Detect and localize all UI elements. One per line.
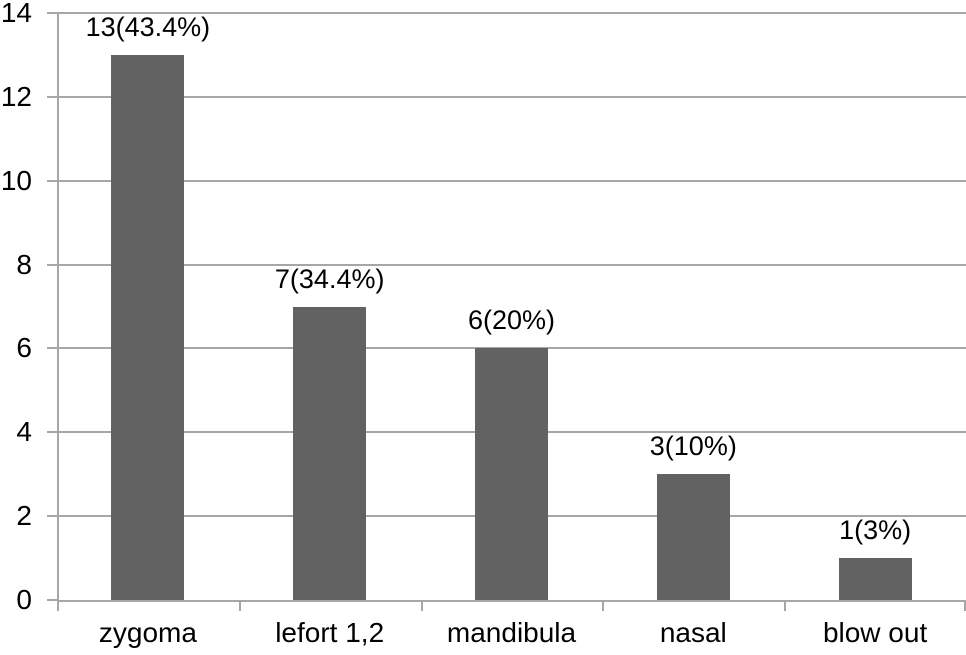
bar-value-label: 7(34.4%)	[274, 263, 385, 294]
x-axis-category-label: mandibula	[446, 617, 577, 648]
x-axis-tick	[57, 600, 59, 611]
bar	[838, 558, 912, 600]
y-axis-tick	[47, 179, 58, 182]
bar-value-label: 13(43.4%)	[85, 11, 211, 42]
y-axis-tick-label: 12	[0, 80, 32, 112]
x-axis-tick	[784, 600, 787, 611]
y-axis-tick-label: 4	[16, 416, 32, 448]
y-axis-tick-label: 0	[16, 584, 32, 615]
x-axis-category-label: blow out	[822, 617, 928, 648]
bar	[656, 474, 730, 600]
gridline	[57, 263, 966, 266]
y-axis-tick	[47, 263, 58, 266]
gridline	[57, 347, 966, 350]
x-axis-category-label: nasal	[659, 617, 727, 648]
gridline	[57, 12, 966, 14]
y-axis-tick	[47, 12, 58, 14]
y-axis-tick	[47, 347, 58, 350]
y-axis-line	[57, 13, 59, 602]
gridline	[57, 95, 966, 98]
bar	[111, 54, 185, 600]
x-axis-category-label: lefort 1,2	[275, 617, 385, 648]
y-axis-tick-label: 6	[16, 332, 32, 364]
x-axis-tick	[964, 600, 966, 611]
y-axis-tick-label: 14	[0, 0, 32, 28]
y-axis-tick-label: 2	[16, 500, 32, 532]
bar	[475, 348, 548, 600]
x-axis-line	[57, 600, 966, 602]
y-axis-tick	[47, 95, 58, 98]
bar-value-label: 6(20%)	[467, 305, 556, 336]
y-axis-tick-label: 8	[16, 248, 32, 280]
y-axis-tick	[47, 515, 58, 518]
plot-area: 13(43.4%) 7(34.4%) 6(20%) 3(10%) 1(3%)	[57, 11, 966, 600]
x-axis-tick	[238, 600, 241, 611]
x-axis-category-label: zygoma	[98, 617, 197, 648]
gridline	[57, 179, 966, 182]
x-axis-tick	[602, 600, 605, 611]
y-axis-tick	[47, 599, 58, 601]
y-axis-tick	[47, 431, 58, 434]
bar	[293, 306, 367, 600]
bar-value-label: 3(10%)	[649, 431, 737, 462]
y-axis-tick-label: 10	[0, 164, 32, 196]
bar-value-label: 1(3%)	[839, 515, 912, 546]
x-axis-tick	[420, 600, 423, 611]
